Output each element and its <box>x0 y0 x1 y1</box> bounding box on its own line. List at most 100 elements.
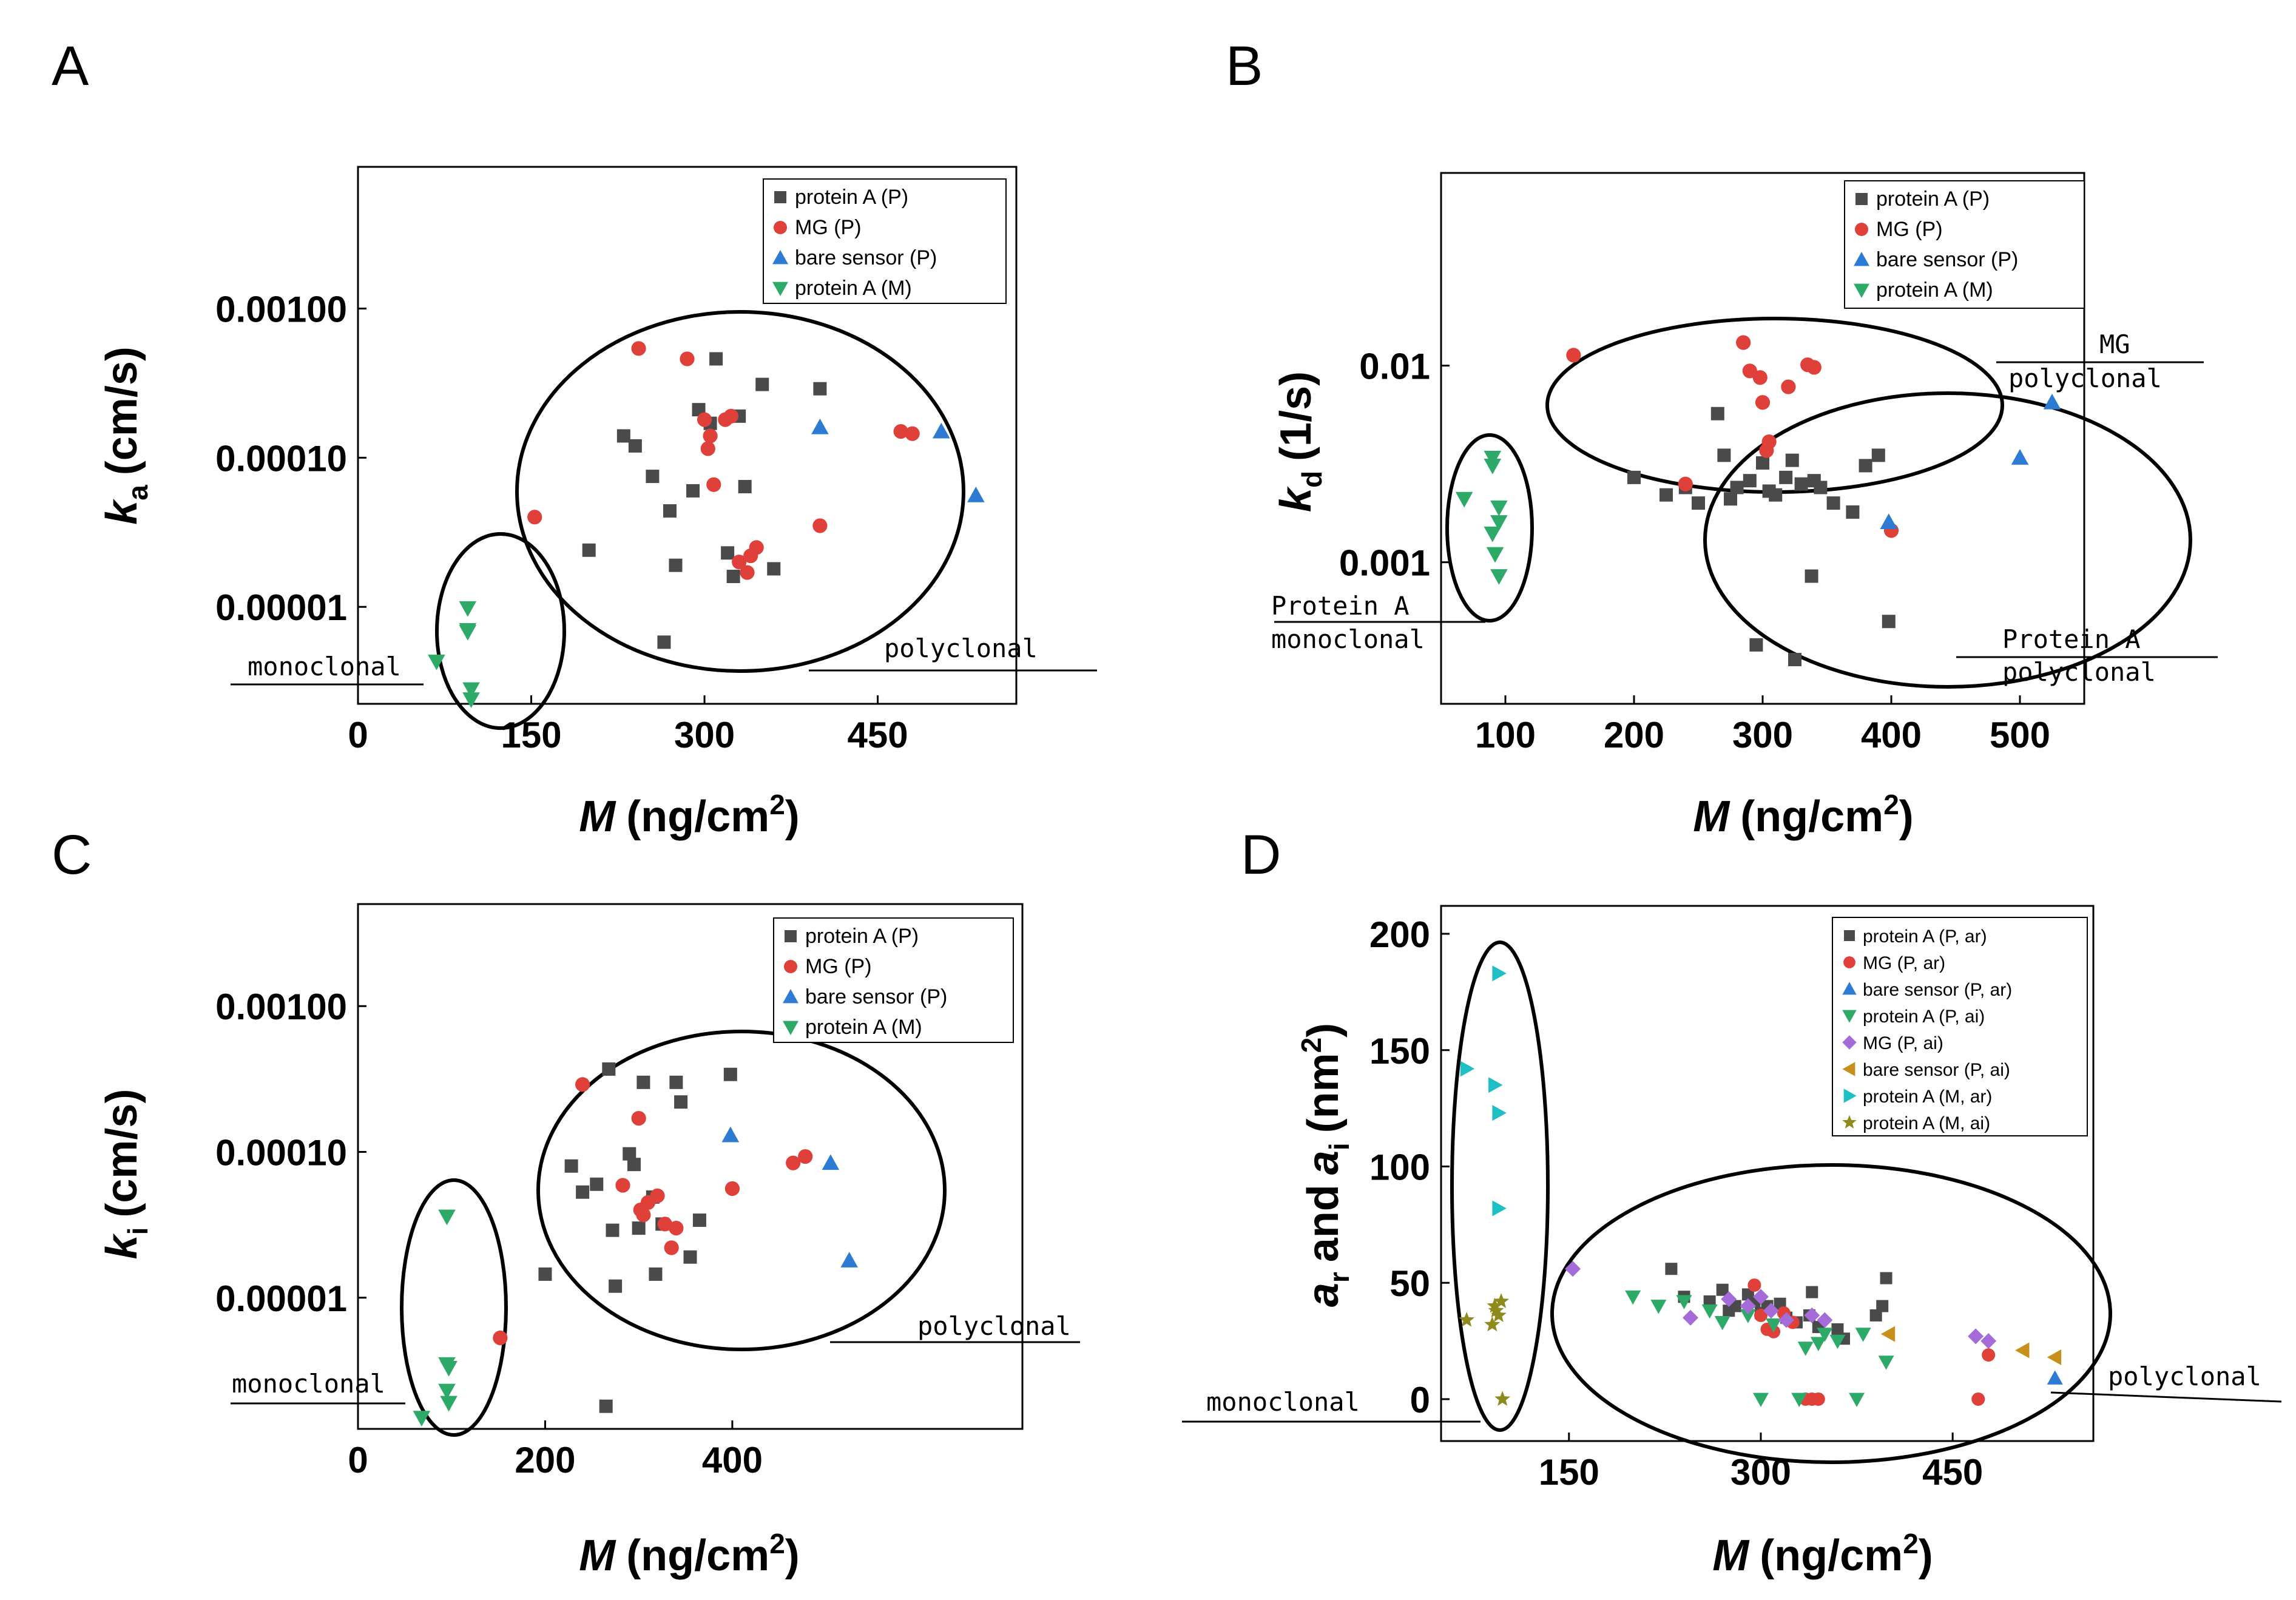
data-point <box>1625 1290 1641 1305</box>
axis-label-part: (ng/cm <box>1740 792 1883 841</box>
legend-marker <box>1842 1035 1857 1050</box>
data-point <box>1971 1392 1985 1406</box>
annotation-polyclonal: polyclonal <box>917 1311 1071 1341</box>
data-point <box>812 518 828 533</box>
annotation-monoclonal: monoclonal <box>1206 1387 1360 1417</box>
data-point <box>576 1185 590 1199</box>
panel-c: C 0 200 400 0.00100 0.00010 0.00001 M (ng/cm2) ki… <box>52 824 1080 1580</box>
data-point <box>615 1178 630 1193</box>
axis-label-part: ) <box>785 792 800 841</box>
series-protein-a-p <box>1627 407 1896 667</box>
data-point <box>1814 481 1828 495</box>
data-point <box>1785 453 1799 467</box>
series-bare-sensor-p-ar <box>2047 1370 2063 1385</box>
data-point <box>703 428 718 444</box>
data-point <box>1869 1309 1882 1322</box>
data-point <box>1791 1392 1808 1407</box>
legend: protein A (P) MG (P) bare sensor (P) protei… <box>1844 180 2085 309</box>
data-point <box>2015 1342 2030 1359</box>
data-point <box>686 484 700 498</box>
legend-marker <box>1842 1115 1857 1129</box>
axis-label-part: i <box>1323 1143 1355 1150</box>
legend-marker <box>774 221 787 234</box>
data-point <box>538 1267 552 1281</box>
legend-marker <box>1843 956 1855 968</box>
data-point <box>1484 1316 1501 1332</box>
annotation-polyclonal: polyclonal <box>884 633 1038 663</box>
series-protein-a-m <box>413 1209 458 1427</box>
data-point <box>1831 1323 1844 1335</box>
series-mg-p-ai <box>1565 1261 1997 1349</box>
data-point <box>893 424 908 439</box>
data-point <box>1484 458 1502 474</box>
y-tick-label: 0 <box>1410 1380 1430 1420</box>
data-point <box>1980 1333 1997 1349</box>
series-bare-sensor-p <box>811 418 985 502</box>
axis-label-part: k <box>98 1232 146 1259</box>
panel-b: B 100 200 300 400 500 0.01 0.001 M (ng/cm2) kd (1/s… <box>1226 35 2218 841</box>
data-point <box>1676 1295 1692 1309</box>
y-tick-label: 0.00001 <box>215 587 347 628</box>
y-tick-label: 0.01 <box>1359 346 1430 387</box>
data-point <box>709 352 723 366</box>
x-tick-label: 300 <box>674 715 735 755</box>
y-tick-label: 200 <box>1369 914 1430 955</box>
data-point <box>669 1075 683 1089</box>
data-point <box>669 558 683 572</box>
data-point <box>2011 449 2029 465</box>
series-mg-p <box>1566 335 1899 538</box>
axis-label-part: k <box>98 498 146 525</box>
data-point <box>798 1149 813 1164</box>
data-point <box>1749 638 1763 652</box>
axis-label-part: i <box>122 1227 154 1235</box>
data-point <box>1492 965 1507 982</box>
data-point <box>636 1207 651 1223</box>
data-point <box>674 1095 688 1109</box>
data-point <box>1871 448 1885 462</box>
y-tick-label: 0.00010 <box>215 438 347 479</box>
legend-box <box>773 917 1014 1043</box>
legend-box <box>1832 917 2088 1136</box>
series-bare-sensor-p-ai <box>1880 1326 2062 1365</box>
data-point <box>1743 474 1757 488</box>
data-point <box>932 422 950 439</box>
data-point <box>1736 335 1751 350</box>
cluster-ellipse <box>536 1030 947 1351</box>
data-point <box>636 1075 650 1089</box>
data-point <box>459 601 477 617</box>
data-point <box>1566 348 1581 363</box>
legend-entry: protein A (M, ai) <box>1863 1113 1990 1133</box>
annotation-monoclonal: monoclonal <box>1271 624 1425 654</box>
data-point <box>1968 1328 1984 1345</box>
annotation-polyclonal: polyclonal <box>2108 1362 2261 1391</box>
legend-entry: protein A (P, ar) <box>1863 927 1987 947</box>
y-tick-label: 0.001 <box>1339 543 1430 584</box>
y-tick-label: 0.00010 <box>215 1132 347 1173</box>
data-point <box>590 1177 604 1191</box>
data-point <box>1859 459 1872 473</box>
series-bare-sensor-p <box>1880 393 2061 529</box>
axis-label-part: ) <box>1919 1531 1933 1580</box>
data-point <box>623 1147 636 1161</box>
data-point <box>1763 1303 1779 1319</box>
series-protein-a-m-ai <box>1459 1293 1511 1406</box>
data-point <box>669 1221 684 1236</box>
annotation-protein-a: Protein A <box>1271 591 1410 621</box>
data-point <box>1492 1200 1507 1217</box>
legend-marker <box>1842 1062 1855 1076</box>
data-point <box>1487 1297 1503 1313</box>
data-point <box>1488 1302 1504 1318</box>
data-point <box>706 477 721 492</box>
data-point <box>822 1154 840 1170</box>
x-tick-label: 0 <box>348 715 368 755</box>
data-point <box>1855 1328 1871 1342</box>
legend-entry: protein A (M) <box>805 1016 922 1039</box>
series-mg-p <box>527 341 920 580</box>
data-point <box>1806 1286 1818 1298</box>
annotation-monoclonal: monoclonal <box>248 652 401 681</box>
data-point <box>1752 370 1768 385</box>
legend-entry: protein A (P, ai) <box>1863 1007 1985 1027</box>
annotation-polyclonal: polyclonal <box>2008 363 2162 393</box>
data-point <box>1752 1289 1769 1305</box>
